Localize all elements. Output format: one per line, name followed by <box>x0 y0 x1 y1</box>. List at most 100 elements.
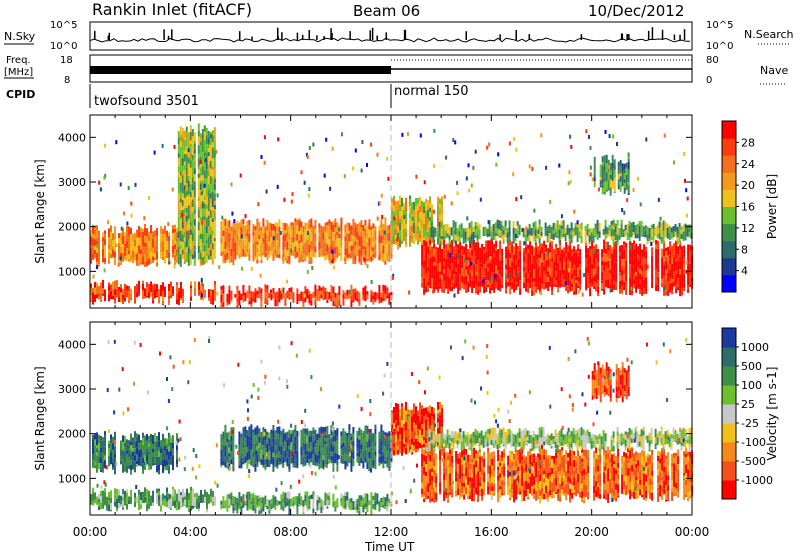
data-cell <box>441 210 443 214</box>
data-cell <box>168 432 170 439</box>
data-cell <box>220 255 223 257</box>
data-cell <box>342 458 345 464</box>
data-cell <box>525 253 528 259</box>
data-cell <box>244 437 247 444</box>
data-cell <box>563 262 566 270</box>
data-cell <box>599 177 602 181</box>
data-cell <box>162 459 164 466</box>
data-cell <box>228 505 231 508</box>
data-cell <box>479 280 482 287</box>
data-cell <box>397 232 399 240</box>
data-cell <box>374 300 377 303</box>
data-cell <box>136 283 138 292</box>
data-cell <box>213 247 216 256</box>
data-cell <box>625 287 628 294</box>
data-cell <box>292 222 295 226</box>
data-cell <box>120 287 122 293</box>
data-cell <box>605 163 608 173</box>
data-cell <box>150 501 152 506</box>
data-cell <box>603 191 606 195</box>
data-cell <box>114 280 116 290</box>
data-cell <box>494 222 497 230</box>
data-cell <box>284 432 287 441</box>
data-cell <box>207 156 210 165</box>
data-cell <box>296 504 299 508</box>
data-cell <box>226 246 229 253</box>
data-cell <box>142 432 144 439</box>
data-cell <box>274 255 277 259</box>
data-cell <box>689 244 692 251</box>
data-cell <box>199 142 202 146</box>
data-cell <box>551 245 554 254</box>
data-cell <box>439 215 441 222</box>
data-cell <box>320 426 323 434</box>
data-cell <box>238 452 241 460</box>
data-cell <box>202 494 204 500</box>
data-cell <box>348 430 351 437</box>
data-cell <box>429 244 432 251</box>
data-cell <box>576 227 579 231</box>
data-cell <box>344 501 347 505</box>
scatter-cell <box>419 133 422 138</box>
data-cell <box>122 450 124 457</box>
data-cell <box>187 194 190 202</box>
data-cell <box>467 289 470 292</box>
data-cell <box>571 268 574 274</box>
data-cell <box>160 248 162 253</box>
data-cell <box>260 300 263 307</box>
data-cell <box>203 187 206 197</box>
data-cell <box>272 238 275 248</box>
data-cell <box>148 451 150 456</box>
data-cell <box>292 300 295 303</box>
data-cell <box>262 445 265 451</box>
data-cell <box>585 253 588 259</box>
data-cell <box>636 223 639 232</box>
data-cell <box>537 267 540 274</box>
data-cell <box>417 234 419 241</box>
scatter-cell <box>205 148 208 153</box>
data-cell <box>475 281 478 285</box>
data-cell <box>211 177 214 185</box>
data-cell <box>90 299 92 302</box>
data-cell <box>197 209 200 218</box>
data-cell <box>428 227 431 231</box>
data-cell <box>393 446 395 451</box>
data-cell <box>203 238 206 245</box>
data-cell <box>601 177 604 185</box>
data-cell <box>324 441 327 445</box>
data-cell <box>620 219 623 224</box>
scatter-cell <box>257 202 260 207</box>
data-cell <box>207 176 210 185</box>
data-cell <box>205 251 208 257</box>
data-cell <box>330 295 333 300</box>
data-cell <box>142 450 144 459</box>
data-cell <box>191 190 194 200</box>
data-cell <box>549 259 552 269</box>
scatter-cell <box>279 231 282 235</box>
data-cell <box>370 290 373 295</box>
data-cell <box>550 226 553 231</box>
data-cell <box>296 507 299 513</box>
data-cell <box>378 507 381 512</box>
data-cell <box>264 298 267 304</box>
data-cell <box>304 255 307 260</box>
data-cell <box>437 237 439 245</box>
data-cell <box>362 461 365 468</box>
scatter-cell <box>540 133 543 138</box>
data-cell <box>592 240 595 243</box>
data-cell <box>168 493 170 500</box>
data-cell <box>427 257 430 261</box>
data-cell <box>104 297 106 302</box>
data-cell <box>667 272 670 282</box>
data-cell <box>681 270 684 280</box>
data-cell <box>193 258 196 265</box>
data-cell <box>94 445 96 450</box>
scatter-cell <box>663 286 666 290</box>
data-cell <box>621 163 624 172</box>
data-cell <box>525 265 528 270</box>
data-cell <box>593 286 596 289</box>
data-cell <box>584 243 587 244</box>
data-cell <box>358 235 361 242</box>
data-cell <box>322 500 325 504</box>
data-cell <box>370 433 373 437</box>
